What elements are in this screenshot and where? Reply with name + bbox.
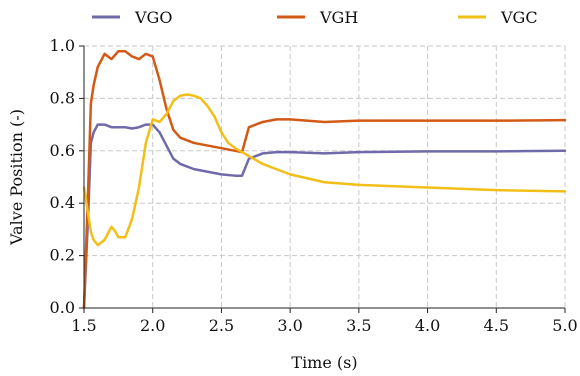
x-tick-label: 1.5 [71,316,96,335]
y-tick-label: 0.8 [50,88,75,107]
series-line-vgc [82,93,567,247]
x-tick-label: 3.0 [277,316,302,335]
legend: VGO VGH VGC [92,8,538,27]
x-tick-label: 2.0 [140,316,165,335]
y-tick-label: 0.0 [50,298,75,317]
y-tick-label: 1.0 [50,36,75,55]
legend-label-vgc: VGC [500,8,538,27]
x-tick-label: 4.5 [484,316,509,335]
legend-label-vgo: VGO [134,8,172,27]
series-line-vgo [82,123,567,310]
legend-label-vgh: VGH [319,8,358,27]
axes [79,45,566,313]
series-line-vgh [82,49,567,310]
x-tick-label: 2.5 [209,316,234,335]
series-layer [82,49,567,310]
y-axis-label: Valve Position (-) [7,109,26,246]
x-tick-label: 4.0 [415,316,440,335]
x-tick-label: 5.0 [552,316,577,335]
x-axis-label: Time (s) [291,353,357,372]
y-tick-label: 0.2 [50,246,75,265]
y-tick-label: 0.4 [50,193,75,212]
tick-labels: 1.5 2.0 2.5 3.0 3.5 4.0 4.5 5.0 0.0 0.2 0.4 0.6 0.8 1… [50,36,578,335]
x-tick-label: 3.5 [346,316,371,335]
y-tick-label: 0.6 [50,141,75,160]
grid [83,45,566,309]
